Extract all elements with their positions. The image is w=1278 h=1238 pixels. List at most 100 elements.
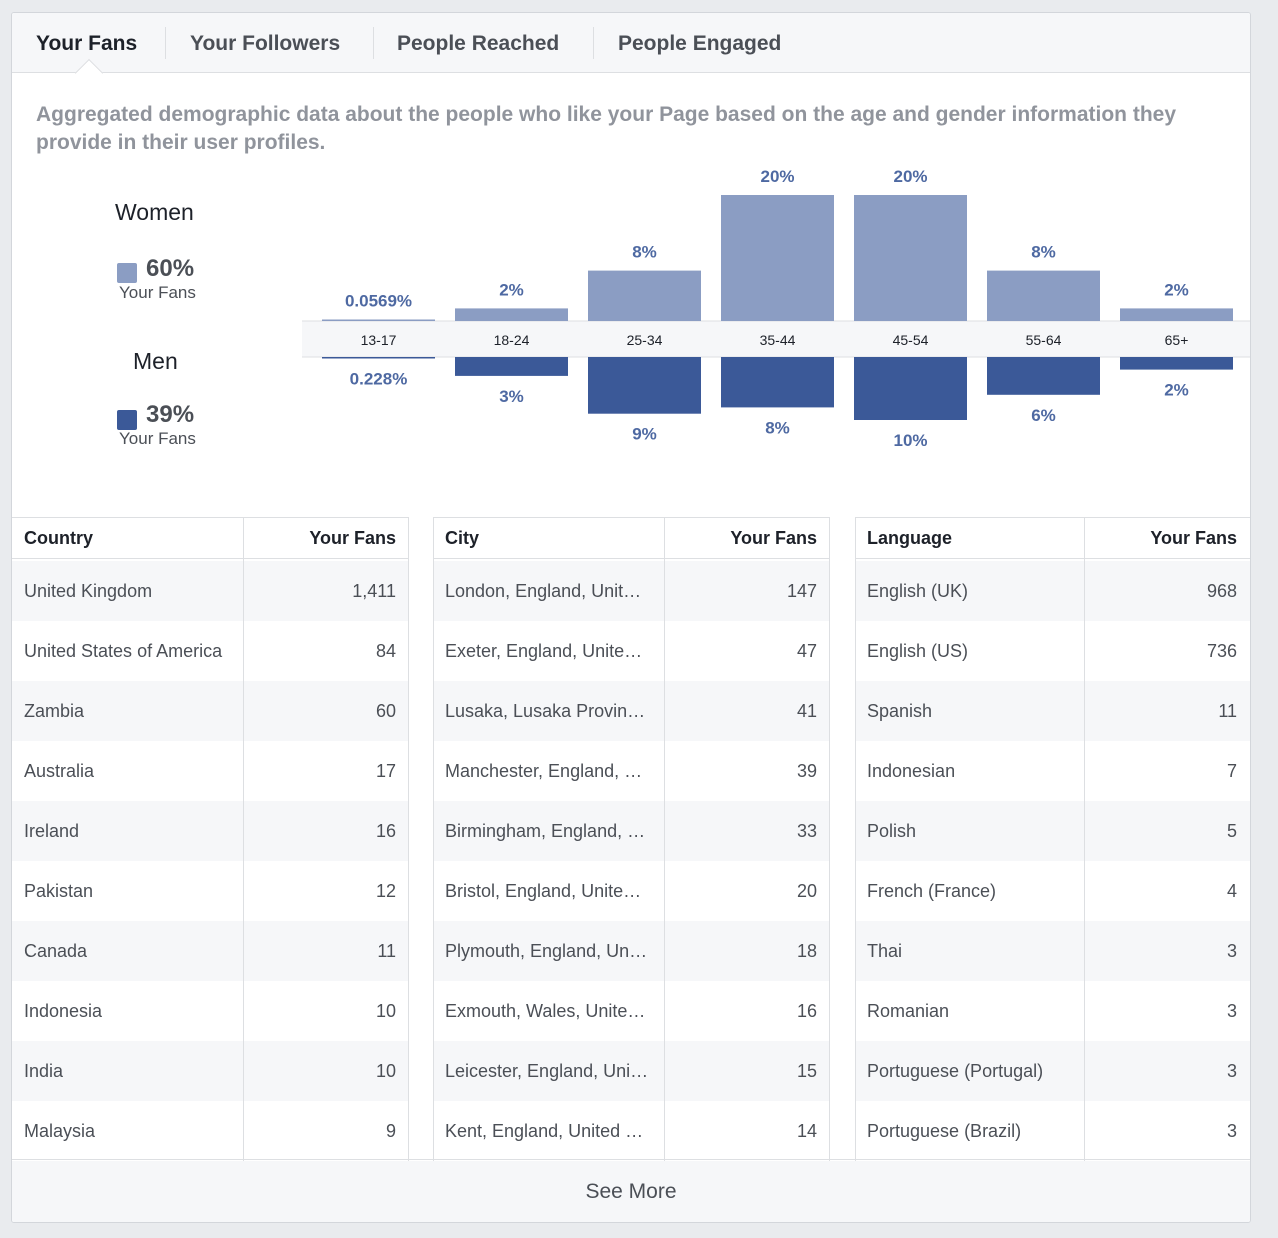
table-row: Pakistan 12	[12, 861, 409, 921]
women-bar-55-64[interactable]	[987, 270, 1100, 321]
tab-your-followers[interactable]: Your Followers	[190, 32, 341, 55]
country-column-header[interactable]: Country	[24, 528, 93, 548]
country-name-cell: Australia	[24, 761, 95, 781]
legend-women-subtitle: Your Fans	[119, 283, 196, 302]
country-name-cell: United Kingdom	[24, 581, 153, 601]
table-row: Spanish 11	[855, 681, 1250, 741]
fan-count-cell: 84	[375, 641, 396, 661]
fan-count-cell: 3	[1226, 1001, 1237, 1021]
language-name-cell: Spanish	[867, 701, 933, 721]
country-name-cell: Canada	[24, 941, 88, 961]
fan-count-cell: 20	[796, 881, 817, 901]
table-row: French (France) 4	[855, 861, 1250, 921]
men-bar-35-44[interactable]	[721, 357, 834, 408]
women-bar-25-34[interactable]	[588, 270, 701, 321]
fan-count-cell: 16	[375, 821, 396, 841]
legend-men-title: Men	[133, 348, 178, 374]
age-tick-label: 35-44	[760, 332, 796, 348]
women-swatch-icon	[117, 263, 137, 283]
women-bar-65+[interactable]	[1120, 308, 1233, 321]
your-fans-column-header[interactable]: Your Fans	[1150, 528, 1237, 548]
age-tick-label: 25-34	[627, 332, 663, 348]
page-description: Aggregated demographic data about the pe…	[36, 103, 1176, 154]
country-name-cell: Pakistan	[24, 881, 94, 901]
your-fans-column-header[interactable]: Your Fans	[309, 528, 396, 548]
men-bar-45-54[interactable]	[854, 357, 967, 420]
fan-count-cell: 968	[1206, 581, 1237, 601]
table-row: Polish 5	[855, 801, 1250, 861]
fan-count-cell: 1,411	[352, 581, 396, 601]
city-name-cell: Exeter, England, Unite…	[445, 641, 643, 661]
country-name-cell: Malaysia	[24, 1121, 96, 1141]
language-name-cell: English (US)	[867, 641, 969, 661]
fan-count-cell: 147	[786, 581, 817, 601]
city-name-cell: Lusaka, Lusaka Provin…	[445, 701, 646, 721]
city-name-cell: Manchester, England, …	[445, 761, 643, 781]
fan-count-cell: 5	[1226, 821, 1237, 841]
language-name-cell: English (UK)	[867, 581, 969, 601]
women-bar-label: 8%	[1031, 243, 1056, 262]
language-column-header[interactable]: Language	[867, 528, 953, 548]
age-tick-label: 55-64	[1026, 332, 1062, 348]
women-bar-label: 2%	[1164, 280, 1189, 299]
fan-count-cell: 33	[796, 821, 817, 841]
fan-count-cell: 3	[1226, 1061, 1237, 1081]
men-bar-18-24[interactable]	[455, 357, 568, 376]
tab-people-engaged[interactable]: People Engaged	[618, 32, 782, 55]
women-bar-13-17[interactable]	[322, 319, 435, 322]
table-row: Canada 11	[12, 921, 409, 981]
fan-count-cell: 3	[1226, 941, 1237, 961]
country-name-cell: Ireland	[24, 821, 80, 841]
men-bar-55-64[interactable]	[987, 357, 1100, 395]
city-table-header: City Your Fans	[433, 517, 830, 559]
women-bar-45-54[interactable]	[854, 195, 967, 321]
fan-count-cell: 10	[375, 1001, 396, 1021]
table-row: Portuguese (Portugal) 3	[855, 1041, 1250, 1101]
table-row: Lusaka, Lusaka Provin… 41	[433, 681, 830, 741]
table-row: English (UK) 968	[855, 561, 1250, 621]
language-name-cell: Polish	[867, 821, 917, 841]
fan-count-cell: 3	[1226, 1121, 1237, 1141]
table-row: Indonesian 7	[855, 741, 1250, 801]
table-row: Kent, England, United … 14	[433, 1101, 830, 1161]
table-row: Thai 3	[855, 921, 1250, 981]
city-column-header[interactable]: City	[445, 528, 480, 548]
women-bar-35-44[interactable]	[721, 195, 834, 321]
men-bar-label: 8%	[765, 418, 790, 437]
men-bar-65+[interactable]	[1120, 357, 1233, 370]
women-bar-label: 0.0569%	[345, 292, 412, 311]
legend-men-subtitle: Your Fans	[119, 429, 196, 448]
language-name-cell: Thai	[867, 941, 903, 961]
table-divider	[855, 517, 856, 1161]
fan-count-cell: 10	[375, 1061, 396, 1081]
men-bar-25-34[interactable]	[588, 357, 701, 414]
men-bar-label: 10%	[893, 431, 927, 450]
tab-divider	[373, 27, 374, 59]
fan-count-cell: 41	[796, 701, 817, 721]
tab-bar: Your Fans Your Followers People Reached …	[12, 13, 1250, 88]
table-row: Portuguese (Brazil) 3	[855, 1101, 1250, 1161]
table-row: Plymouth, England, Un… 18	[433, 921, 830, 981]
table-row: London, England, Unit… 147	[433, 561, 830, 621]
legend-women-title: Women	[115, 199, 194, 225]
fan-count-cell: 60	[375, 701, 396, 721]
table-row: Romanian 3	[855, 981, 1250, 1041]
city-name-cell: Leicester, England, Uni…	[445, 1061, 649, 1081]
country-name-cell: India	[24, 1061, 64, 1081]
language-table: Language Your Fans English (UK) 968 English …	[855, 517, 1250, 1161]
city-table: City Your Fans London, England, Unit… 147 Ex…	[433, 517, 830, 1161]
men-bar-13-17[interactable]	[322, 357, 435, 359]
tab-your-fans[interactable]: Your Fans	[36, 32, 138, 55]
country-table: Country Your Fans United Kingdom 1,411 Unite…	[12, 517, 409, 1161]
fan-count-cell: 14	[796, 1121, 817, 1141]
see-more-button[interactable]: See More	[12, 1161, 1250, 1222]
women-bar-18-24[interactable]	[455, 308, 568, 321]
your-fans-column-header[interactable]: Your Fans	[730, 528, 817, 548]
table-row: Leicester, England, Uni… 15	[433, 1041, 830, 1101]
table-row: Manchester, England, … 39	[433, 741, 830, 801]
fan-count-cell: 11	[1218, 701, 1237, 721]
city-name-cell: Kent, England, United …	[445, 1121, 644, 1141]
column-divider	[1084, 517, 1085, 1161]
column-divider	[664, 517, 665, 1161]
tab-people-reached[interactable]: People Reached	[397, 32, 560, 55]
